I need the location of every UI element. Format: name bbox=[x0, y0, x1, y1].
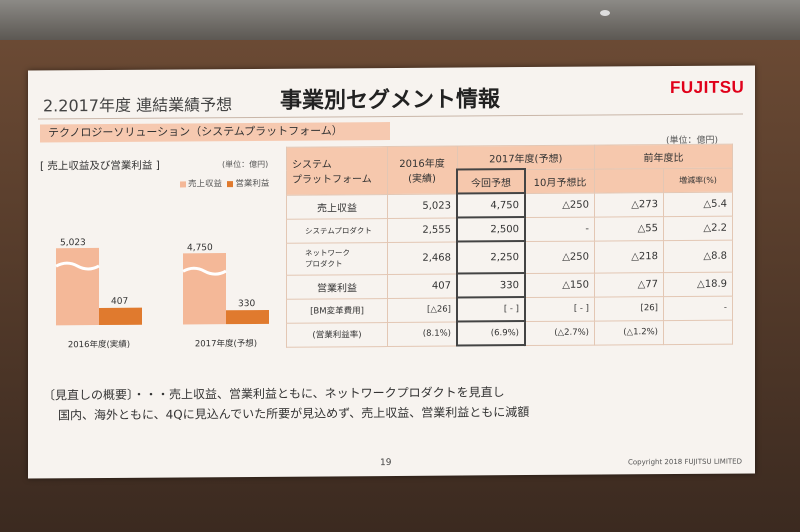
revenue-data-label: 5,023 bbox=[60, 238, 86, 248]
cell-2016: 5,023 bbox=[387, 193, 457, 219]
profit-bar bbox=[226, 309, 269, 325]
cell-2016: 2,555 bbox=[387, 217, 457, 243]
table-row: 売上収益 5,023 4,750 △250 △273 △5.4 bbox=[286, 191, 733, 219]
legend-profit-swatch bbox=[227, 180, 234, 187]
cell-vs-october: △150 bbox=[525, 272, 595, 298]
page-title: 事業別セグメント情報 bbox=[280, 87, 501, 114]
presentation-slide: 2.2017年度 連結業績予想 事業別セグメント情報 FUJITSU テクノロジ… bbox=[28, 65, 755, 479]
cell-vs-october: △250 bbox=[525, 240, 595, 274]
row-label: 売上収益 bbox=[286, 194, 388, 219]
category-label: 2017年度(予想) bbox=[195, 338, 257, 349]
cell-vs-october: - bbox=[525, 216, 595, 242]
table-row: 営業利益 407 330 △150 △77 △18.9 bbox=[286, 271, 733, 299]
legend-profit-label: 営業利益 bbox=[235, 178, 270, 190]
profit-data-label: 330 bbox=[238, 299, 255, 309]
header-yoy-group: 前年度比 bbox=[594, 144, 733, 169]
row-label: システムプロダクト bbox=[286, 218, 388, 243]
revenue-bar bbox=[56, 247, 99, 326]
cell-change-rate: △18.9 bbox=[663, 271, 733, 297]
header-change-rate: 増減率(%) bbox=[663, 167, 733, 193]
section-title: 2.2017年度 連結業績予想 bbox=[43, 95, 233, 116]
segment-label: テクノロジーソリューション（システムプラットフォーム） bbox=[40, 122, 390, 143]
table-row: システムプロダクト 2,555 2,500- △55 △2.2 bbox=[286, 215, 733, 243]
table-row: ネットワーク プロダクト 2,468 2,250 △250 △218 △8.8 bbox=[286, 239, 733, 275]
header-current-forecast: 今回予想 bbox=[457, 169, 525, 194]
row-label: ネットワーク プロダクト bbox=[286, 242, 388, 275]
ceiling-light bbox=[600, 10, 610, 16]
cell-yoy: △55 bbox=[594, 216, 664, 241]
room-ceiling bbox=[0, 0, 800, 40]
revenue-data-label: 4,750 bbox=[187, 243, 213, 253]
bar-chart: 5,023 407 2016年度(実績) 4,750 330 2017年度(予想) bbox=[55, 238, 269, 350]
table-row: [BM変革費用] [△26][ - ][ - ] [26] - bbox=[286, 295, 733, 323]
header-2016: 2016年度 (実績) bbox=[387, 146, 457, 195]
row-label: (営業利益率) bbox=[286, 322, 388, 347]
cell-forecast: 2,500 bbox=[457, 217, 525, 242]
cell-change-rate: △5.4 bbox=[663, 191, 733, 217]
cell-vs-october: [ - ] bbox=[525, 296, 595, 322]
revenue-bar bbox=[183, 253, 226, 325]
row-label: 営業利益 bbox=[286, 274, 388, 299]
cell-yoy: [26] bbox=[594, 296, 664, 321]
cell-2016: 407 bbox=[387, 273, 457, 299]
slide-header: 2.2017年度 連結業績予想 事業別セグメント情報 FUJITSU bbox=[28, 65, 755, 120]
header-category: システム プラットフォーム bbox=[286, 146, 388, 195]
cell-yoy: (△1.2%) bbox=[594, 320, 664, 345]
page-number: 19 bbox=[380, 458, 392, 469]
copyright: Copyright 2018 FUJITSU LIMITED bbox=[628, 457, 742, 467]
cell-yoy: △218 bbox=[594, 240, 664, 273]
cell-vs-october: (△2.7%) bbox=[525, 320, 595, 346]
table-row: (営業利益率) (8.1%) (6.9%) (△2.7%) (△1.2%) bbox=[286, 319, 733, 347]
cell-change-rate: △8.8 bbox=[663, 239, 733, 273]
segment-table: システム プラットフォーム 2016年度 (実績) 2017年度(予想) 前年度… bbox=[286, 144, 733, 348]
chart-legend: 売上収益 営業利益 bbox=[180, 177, 269, 190]
cell-vs-october: △250 bbox=[525, 192, 595, 218]
cell-change-rate bbox=[663, 319, 733, 345]
axis-break-mark bbox=[55, 261, 100, 271]
category-label: 2016年度(実績) bbox=[68, 339, 130, 350]
cell-change-rate: △2.2 bbox=[663, 215, 733, 241]
summary-line-2: 国内、海外ともに、4Qに見込んでいた所要が見込めず、売上収益、営業利益ともに減額 bbox=[58, 405, 530, 423]
profit-data-label: 407 bbox=[111, 297, 128, 307]
axis-break-mark bbox=[182, 266, 227, 276]
cell-2016: [△26] bbox=[387, 297, 457, 323]
header-yoy bbox=[594, 168, 664, 193]
legend-revenue-swatch bbox=[180, 180, 186, 187]
cell-yoy: △273 bbox=[594, 192, 664, 217]
header-vs-october: 10月予想比 bbox=[525, 168, 595, 194]
fujitsu-logo: FUJITSU bbox=[670, 77, 745, 98]
header-2017-group: 2017年度(予想) bbox=[457, 145, 595, 170]
cell-forecast: 330 bbox=[457, 273, 525, 298]
cell-change-rate: - bbox=[663, 295, 733, 321]
cell-forecast: [ - ] bbox=[457, 297, 525, 322]
chart-title: [ 売上収益及び営業利益 ] bbox=[40, 159, 160, 173]
cell-2016: (8.1%) bbox=[387, 321, 457, 347]
summary-line-1: 〔見直しの概要〕・・・売上収益、営業利益ともに、ネットワークプロダクトを見直し bbox=[43, 385, 505, 403]
cell-forecast: (6.9%) bbox=[457, 321, 525, 346]
profit-bar bbox=[99, 307, 142, 326]
row-label: [BM変革費用] bbox=[286, 298, 388, 323]
legend-revenue-label: 売上収益 bbox=[188, 179, 223, 190]
cell-forecast: 2,250 bbox=[457, 241, 525, 274]
cell-yoy: △77 bbox=[594, 272, 664, 297]
cell-forecast: 4,750 bbox=[457, 193, 525, 218]
cell-2016: 2,468 bbox=[387, 241, 457, 275]
chart-unit: (単位：億円) bbox=[222, 159, 269, 170]
